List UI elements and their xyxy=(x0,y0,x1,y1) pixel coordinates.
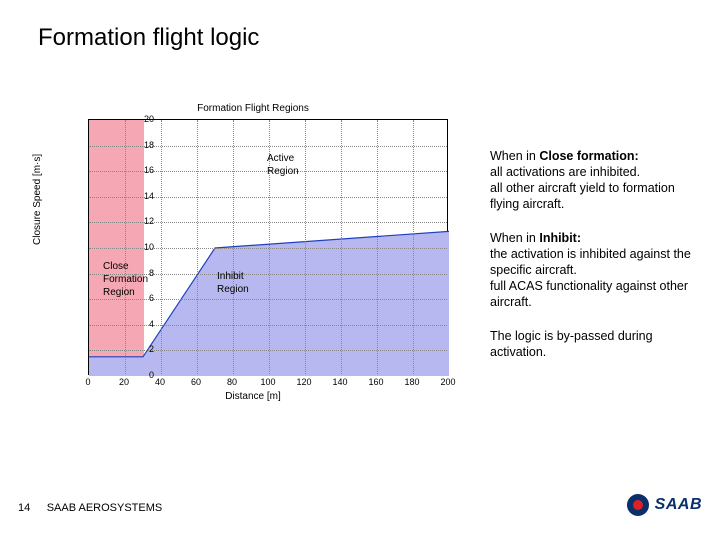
xtick-label: 140 xyxy=(332,377,347,387)
saab-logo: SAAB xyxy=(627,494,702,516)
paragraph-inhibit-l2: full ACAS functionality against other ai… xyxy=(490,278,700,310)
xtick-label: 60 xyxy=(191,377,201,387)
chart-title: Formation Flight Regions xyxy=(38,103,468,114)
close-region-label: CloseFormationRegion xyxy=(103,260,148,299)
xtick-label: 160 xyxy=(368,377,383,387)
ytick-label: 12 xyxy=(144,216,154,226)
xtick-label: 80 xyxy=(227,377,237,387)
xtick-label: 40 xyxy=(155,377,165,387)
ytick-label: 2 xyxy=(149,344,154,354)
chart-xlabel: Distance [m] xyxy=(38,391,468,402)
xtick-label: 120 xyxy=(296,377,311,387)
paragraph-close-l2: all other aircraft yield to formation fl… xyxy=(490,180,700,212)
paragraph-inhibit-heading: When in Inhibit: xyxy=(490,230,700,246)
saab-roundel-icon xyxy=(627,494,649,516)
paragraph-bypass: The logic is by-passed during activation… xyxy=(490,328,700,360)
body-text: When in Close formation: all activations… xyxy=(490,148,700,378)
xtick-label: 180 xyxy=(404,377,419,387)
ytick-label: 4 xyxy=(149,319,154,329)
ytick-label: 10 xyxy=(144,242,154,252)
xtick-label: 200 xyxy=(440,377,455,387)
saab-logo-text: SAAB xyxy=(655,496,702,514)
footer-text: SAAB AEROSYSTEMS xyxy=(47,502,163,514)
formation-regions-chart: Formation Flight Regions CloseFormationR… xyxy=(38,105,468,405)
ytick-label: 20 xyxy=(144,114,154,124)
page-number: 14 xyxy=(18,502,30,514)
chart-plot: CloseFormationRegion InhibitRegion Activ… xyxy=(88,119,448,375)
ytick-label: 16 xyxy=(144,165,154,175)
slide-footer: 14 SAAB AEROSYSTEMS SAAB xyxy=(18,498,702,522)
paragraph-close-heading: When in Close formation: xyxy=(490,148,700,164)
active-region-label: ActiveRegion xyxy=(267,152,299,178)
xtick-label: 20 xyxy=(119,377,129,387)
paragraph-close-l1: all activations are inhibited. xyxy=(490,164,700,180)
paragraph-inhibit-l1: the activation is inhibited against the … xyxy=(490,246,700,278)
xtick-label: 0 xyxy=(85,377,90,387)
ytick-label: 6 xyxy=(149,293,154,303)
chart-ylabel: Closure Speed [m·s] xyxy=(32,154,43,245)
xtick-label: 100 xyxy=(260,377,275,387)
ytick-label: 18 xyxy=(144,140,154,150)
ytick-label: 0 xyxy=(149,370,154,380)
inhibit-region-label: InhibitRegion xyxy=(217,270,249,296)
slide-title: Formation flight logic xyxy=(38,24,259,52)
ytick-label: 8 xyxy=(149,268,154,278)
ytick-label: 14 xyxy=(144,191,154,201)
